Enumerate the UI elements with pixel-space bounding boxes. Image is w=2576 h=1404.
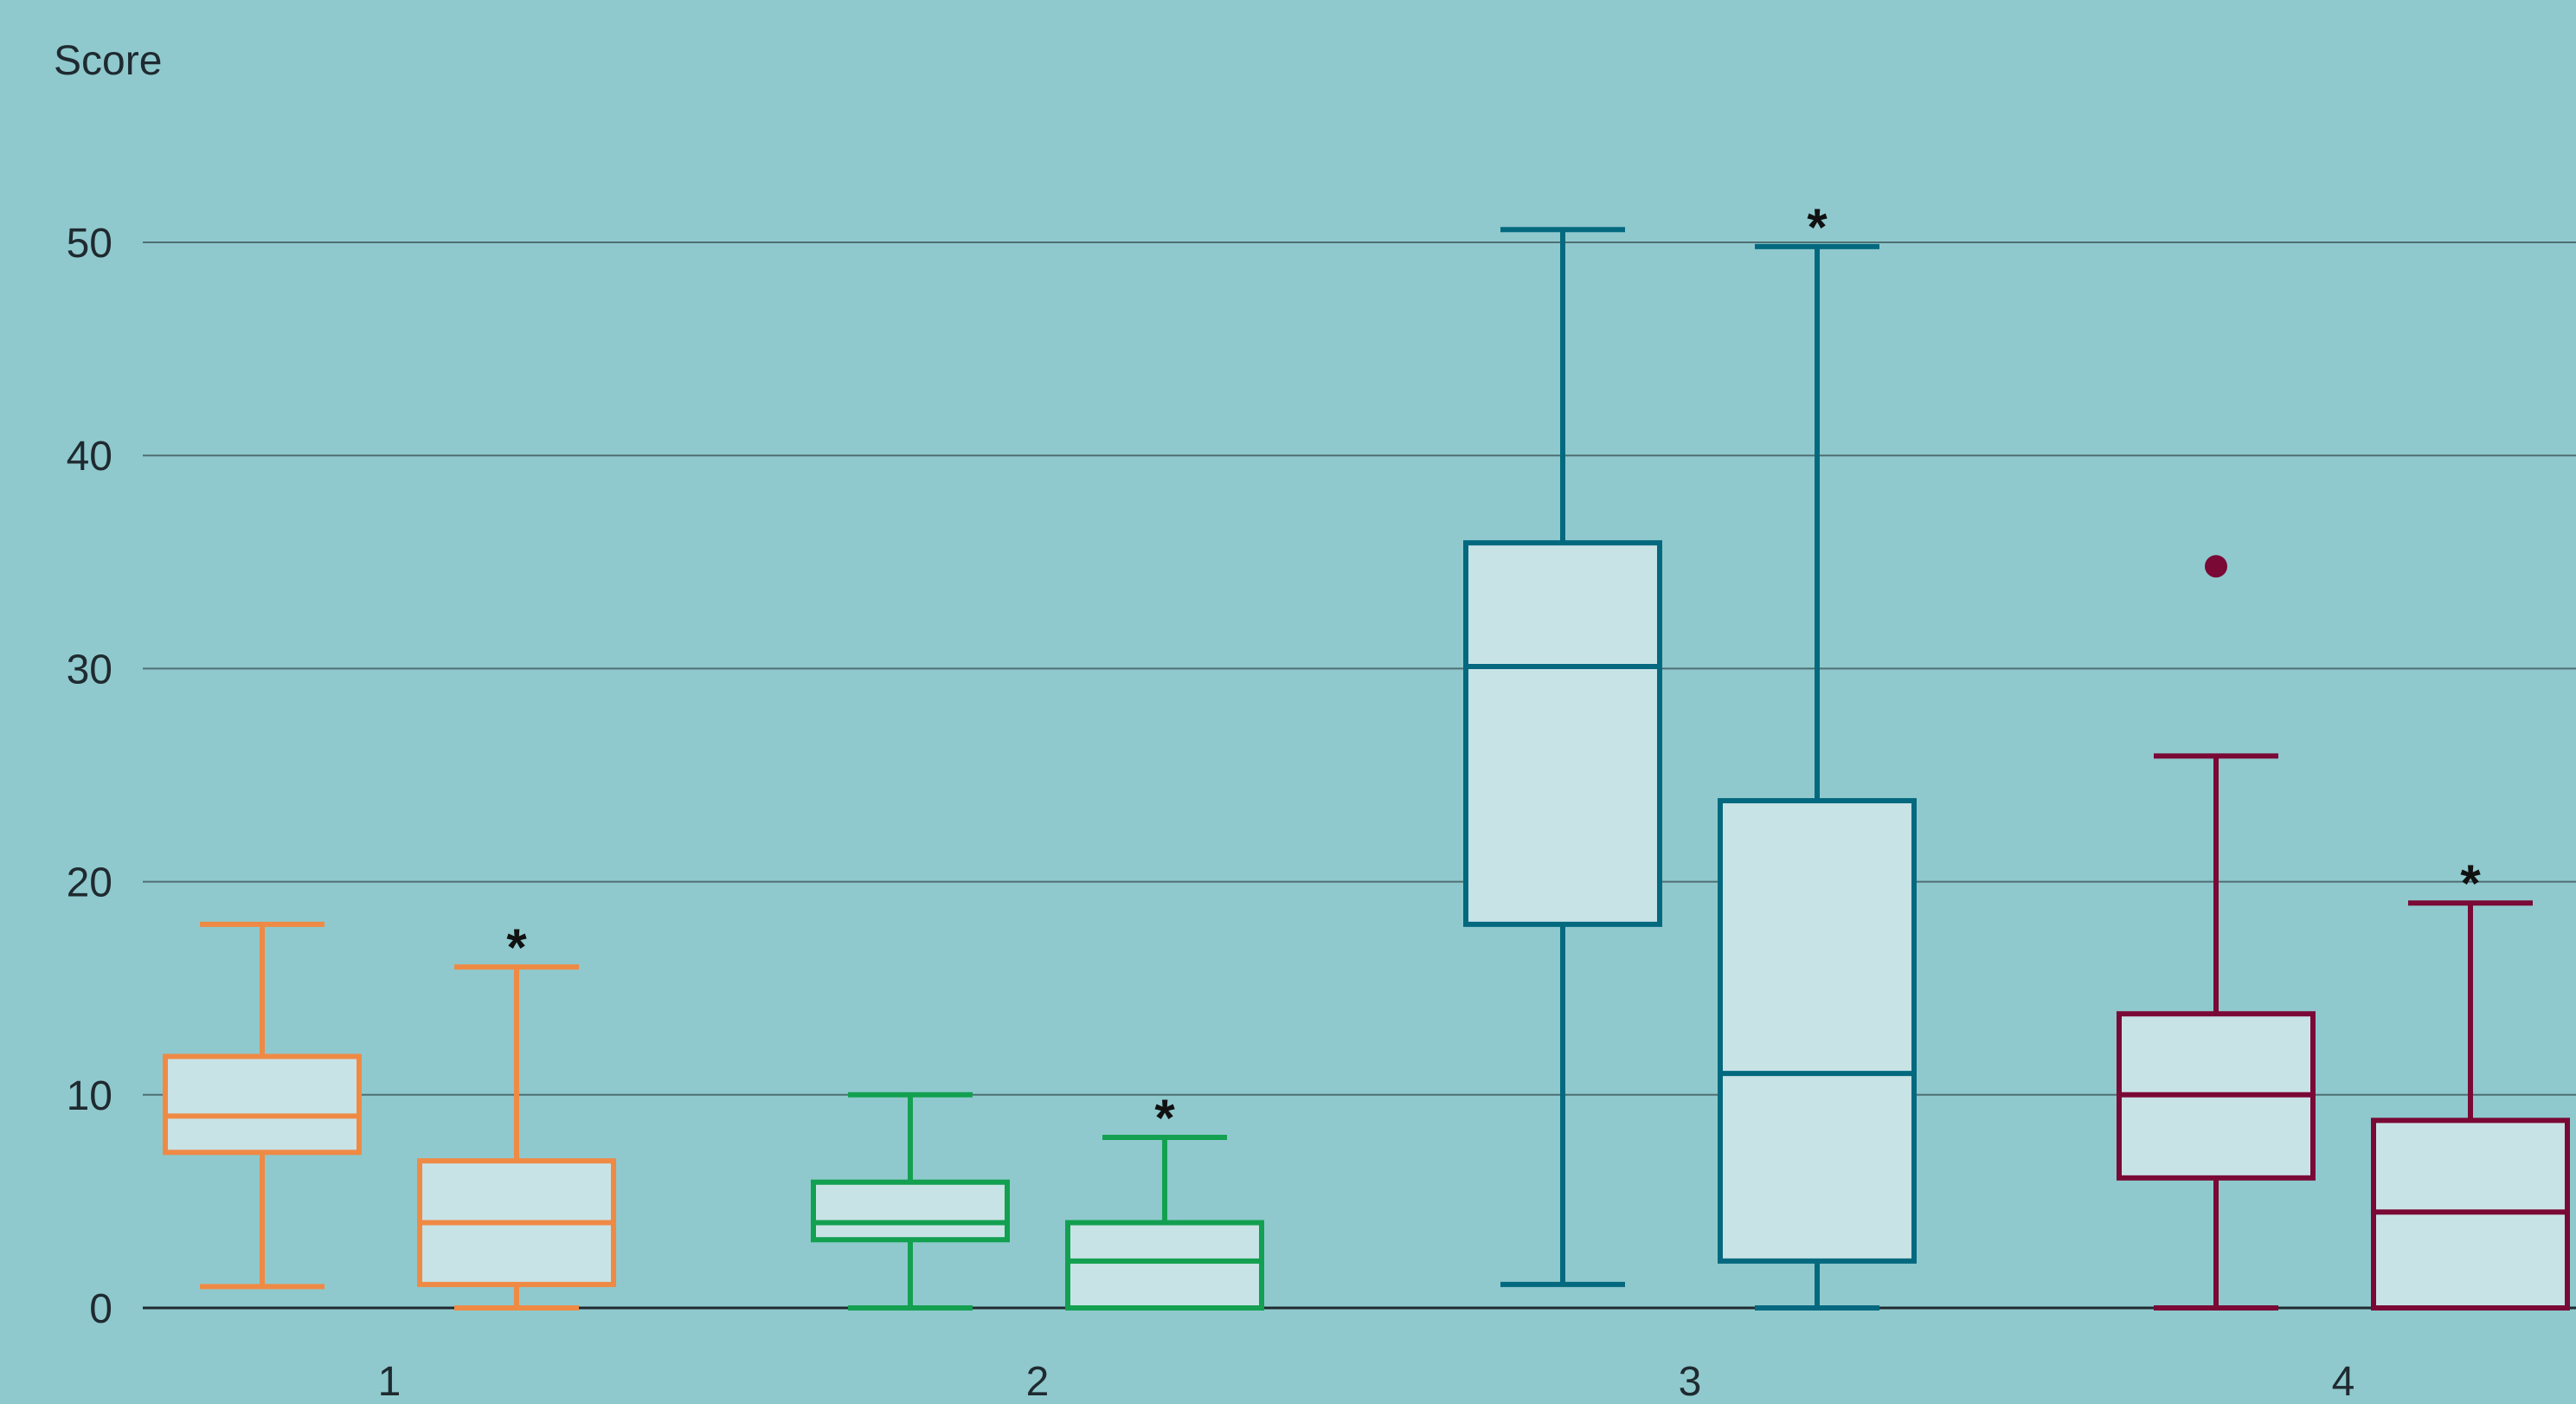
box-plot-3-1 — [1463, 227, 1662, 1287]
outlier-point — [2205, 555, 2227, 578]
box — [1718, 798, 1917, 1264]
box-plot-4-2: * — [2371, 854, 2570, 1311]
significance-marker: * — [1154, 1089, 1175, 1147]
x-tick-label: 1 — [378, 1359, 401, 1400]
y-axis-label: Score — [54, 38, 162, 84]
box — [1463, 540, 1662, 927]
significance-marker: * — [1807, 198, 1828, 256]
box — [163, 1053, 362, 1156]
box — [811, 1179, 1010, 1243]
y-tick-label: 0 — [89, 1286, 112, 1332]
box-plot-2-1 — [811, 1092, 1010, 1311]
box-plot-2-2: * — [1065, 1089, 1264, 1311]
box-plot-3-2: * — [1718, 198, 1917, 1311]
significance-marker: * — [506, 918, 527, 976]
y-tick-label: 10 — [67, 1073, 112, 1119]
box — [1065, 1220, 1264, 1311]
box-plot-1-2: * — [417, 918, 616, 1311]
significance-marker: * — [2460, 854, 2481, 912]
box-plot-4-1 — [2117, 555, 2316, 1311]
box-layer: * * * * — [163, 198, 2570, 1311]
y-tick-label: 20 — [67, 860, 112, 906]
y-tick-label: 30 — [67, 647, 112, 692]
y-tick-label: 50 — [67, 221, 112, 267]
y-tick-label: 40 — [67, 434, 112, 480]
x-tick-label: 3 — [1679, 1359, 1702, 1400]
x-tick-label: 4 — [2332, 1359, 2355, 1400]
box-plot-1-1 — [163, 921, 362, 1290]
x-tick-label: 2 — [1026, 1359, 1050, 1400]
